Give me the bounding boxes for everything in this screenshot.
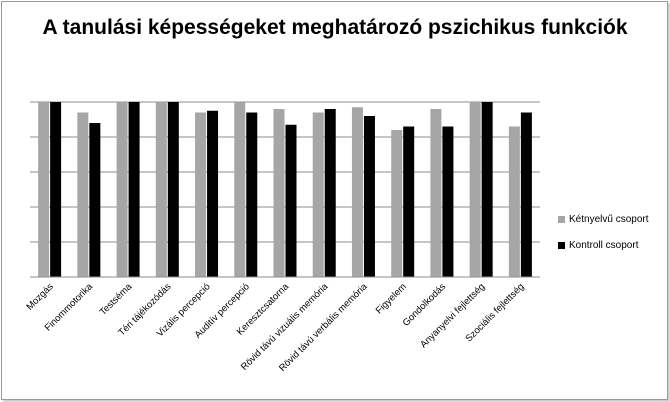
category-label: Figyelem (374, 281, 409, 316)
bar-ketnyelvu (469, 102, 481, 277)
bar-kontroll (442, 126, 454, 277)
bar-kontroll (207, 110, 219, 277)
bar-ketnyelvu (234, 102, 246, 277)
bar-kontroll (324, 109, 336, 277)
legend-item-ketnyelvu: Kétnyelvű csoport (558, 212, 649, 226)
bar-ketnyelvu (155, 102, 167, 277)
bar-ketnyelvu (77, 112, 89, 277)
category-label: Testséma (98, 281, 135, 318)
bar-ketnyelvu (351, 107, 363, 277)
legend-swatch-ketnyelvu (558, 215, 565, 223)
bar-kontroll (403, 126, 415, 277)
bar-kontroll (128, 102, 140, 277)
legend-label-kontroll: Kontroll csoport (569, 239, 639, 251)
bar-ketnyelvu (38, 102, 50, 277)
legend-swatch-kontroll (558, 241, 565, 249)
bar-ketnyelvu (116, 102, 128, 277)
chart-title: A tanulási képességeket meghatározó pszi… (42, 16, 628, 39)
bar-kontroll (285, 124, 297, 277)
bar-ketnyelvu (430, 109, 442, 277)
chart-legend: Kétnyelvű csoport Kontroll csoport (558, 212, 649, 264)
bar-kontroll (246, 112, 258, 277)
bar-kontroll (363, 116, 375, 277)
bar-kontroll (520, 112, 532, 277)
legend-label-ketnyelvu: Kétnyelvű csoport (569, 213, 649, 225)
bar-ketnyelvu (195, 112, 207, 277)
category-label: Mozgás (24, 281, 55, 312)
bar-ketnyelvu (391, 130, 403, 277)
legend-item-kontroll: Kontroll csoport (558, 238, 649, 252)
bar-kontroll (89, 123, 101, 277)
bar-ketnyelvu (312, 112, 324, 277)
bar-kontroll (167, 102, 179, 277)
bar-ketnyelvu (273, 109, 285, 277)
bar-kontroll (481, 102, 493, 277)
bar-ketnyelvu (508, 126, 520, 277)
bar-kontroll (50, 102, 62, 277)
